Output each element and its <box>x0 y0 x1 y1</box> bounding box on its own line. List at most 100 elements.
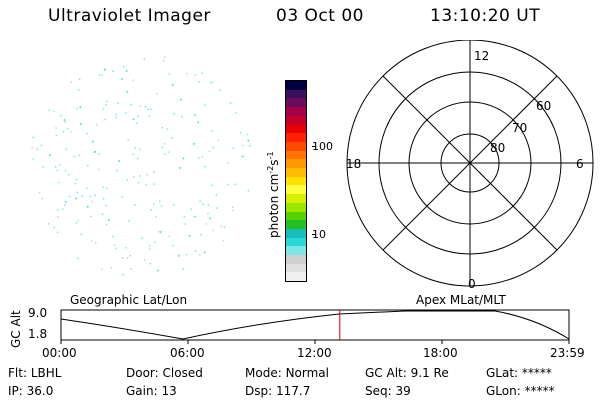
noise-pixel <box>139 148 141 151</box>
noise-pixel <box>53 110 55 113</box>
noise-pixel <box>73 155 76 158</box>
noise-pixel <box>123 65 125 68</box>
time-tick-0000: 00:00 <box>42 346 77 360</box>
noise-pixel <box>92 140 94 143</box>
status-glon: GLon: ***** <box>486 384 555 398</box>
noise-pixel <box>36 148 38 150</box>
noise-pixel <box>42 166 44 168</box>
noise-pixel <box>211 130 213 132</box>
noise-pixel <box>130 268 132 270</box>
noise-pixel <box>186 73 188 75</box>
noise-pixel <box>209 217 211 220</box>
noise-pixel <box>234 183 237 186</box>
colorbar-segment <box>286 168 306 177</box>
noise-pixel <box>227 162 229 164</box>
noise-pixel <box>212 81 214 83</box>
noise-pixel <box>101 268 103 271</box>
noise-pixel <box>204 251 206 254</box>
status-gc-alt: GC Alt: 9.1 Re <box>365 366 449 380</box>
noise-pixel <box>128 220 130 222</box>
noise-pixel <box>76 107 78 110</box>
colorbar-segment <box>286 89 306 99</box>
colorbar-tick-10: 10 <box>312 228 326 241</box>
noise-pixel <box>102 186 105 188</box>
noise-pixel <box>222 239 225 242</box>
colorbar-segment <box>286 98 306 108</box>
noise-pixel <box>163 142 166 145</box>
noise-pixel <box>212 229 214 231</box>
colorbar-tick-100: 100 <box>312 140 333 153</box>
image-date: 03 Oct 00 <box>276 6 364 26</box>
noise-pixel <box>86 187 88 190</box>
noise-pixel <box>164 56 166 59</box>
timeline-ymin: 1.8 <box>28 327 48 341</box>
noise-pixel <box>94 194 96 197</box>
noise-pixel <box>220 225 222 228</box>
noise-pixel <box>182 157 185 160</box>
noise-pixel <box>219 89 221 92</box>
noise-pixel <box>102 198 105 200</box>
noise-pixel <box>239 132 242 134</box>
time-tick-1200: 12:00 <box>297 346 332 360</box>
colorbar-segment <box>286 202 306 212</box>
noise-pixel <box>95 242 97 244</box>
noise-pixel <box>62 130 65 133</box>
noise-pixel <box>121 78 123 80</box>
noise-pixel <box>127 139 129 141</box>
noise-pixel <box>126 91 128 93</box>
noise-pixel <box>106 187 108 190</box>
noise-pixel <box>161 127 163 129</box>
noise-pixel <box>56 169 59 172</box>
noise-pixel <box>153 183 155 185</box>
status-gain: Gain: 13 <box>126 384 177 398</box>
noise-pixel <box>161 146 163 148</box>
noise-pixel <box>110 266 113 269</box>
noise-pixel <box>167 151 170 153</box>
noise-pixel <box>139 175 141 177</box>
noise-pixel <box>65 148 67 150</box>
noise-pixel <box>159 231 162 233</box>
noise-pixel <box>81 195 84 198</box>
noise-pixel <box>134 147 137 149</box>
noise-pixel <box>173 113 175 115</box>
mlt-label-18: 18 <box>346 157 361 171</box>
colorbar-segment <box>286 141 306 151</box>
noise-pixel <box>180 98 182 101</box>
noise-pixel <box>115 247 117 250</box>
noise-pixel <box>90 240 93 242</box>
noise-pixel <box>211 184 213 187</box>
colorbar-segment <box>286 159 306 169</box>
noise-pixel <box>136 157 139 160</box>
noise-pixel <box>117 102 119 104</box>
noise-pixel <box>148 248 151 250</box>
noise-pixel <box>32 136 34 139</box>
noise-pixel <box>150 108 152 111</box>
noise-pixel <box>63 119 66 121</box>
colorbar-segment <box>286 107 306 116</box>
colorbar-segment <box>286 246 306 256</box>
apex-label: Apex MLat/MLT <box>416 293 506 307</box>
noise-pixel <box>156 93 158 95</box>
colorbar-tickmark-100 <box>312 146 316 147</box>
noise-pixel <box>87 206 89 208</box>
noise-pixel <box>57 209 59 211</box>
noise-pixel <box>212 146 215 149</box>
noise-pixel <box>101 74 104 77</box>
noise-pixel <box>31 146 33 149</box>
noise-pixel <box>118 160 120 162</box>
noise-pixel <box>216 207 218 209</box>
noise-pixel <box>102 108 105 110</box>
noise-pixel <box>49 154 51 156</box>
noise-pixel <box>78 154 81 156</box>
noise-pixel <box>126 90 129 92</box>
noise-pixel <box>125 247 127 249</box>
lat-label-70: 70 <box>512 121 527 135</box>
noise-pixel <box>126 257 129 259</box>
noise-pixel <box>78 78 81 81</box>
noise-pixel <box>150 209 152 211</box>
noise-pixel <box>122 257 124 259</box>
noise-pixel <box>164 153 166 155</box>
colorbar-segment <box>286 255 306 264</box>
noise-pixel <box>247 139 249 142</box>
noise-pixel <box>199 200 201 202</box>
